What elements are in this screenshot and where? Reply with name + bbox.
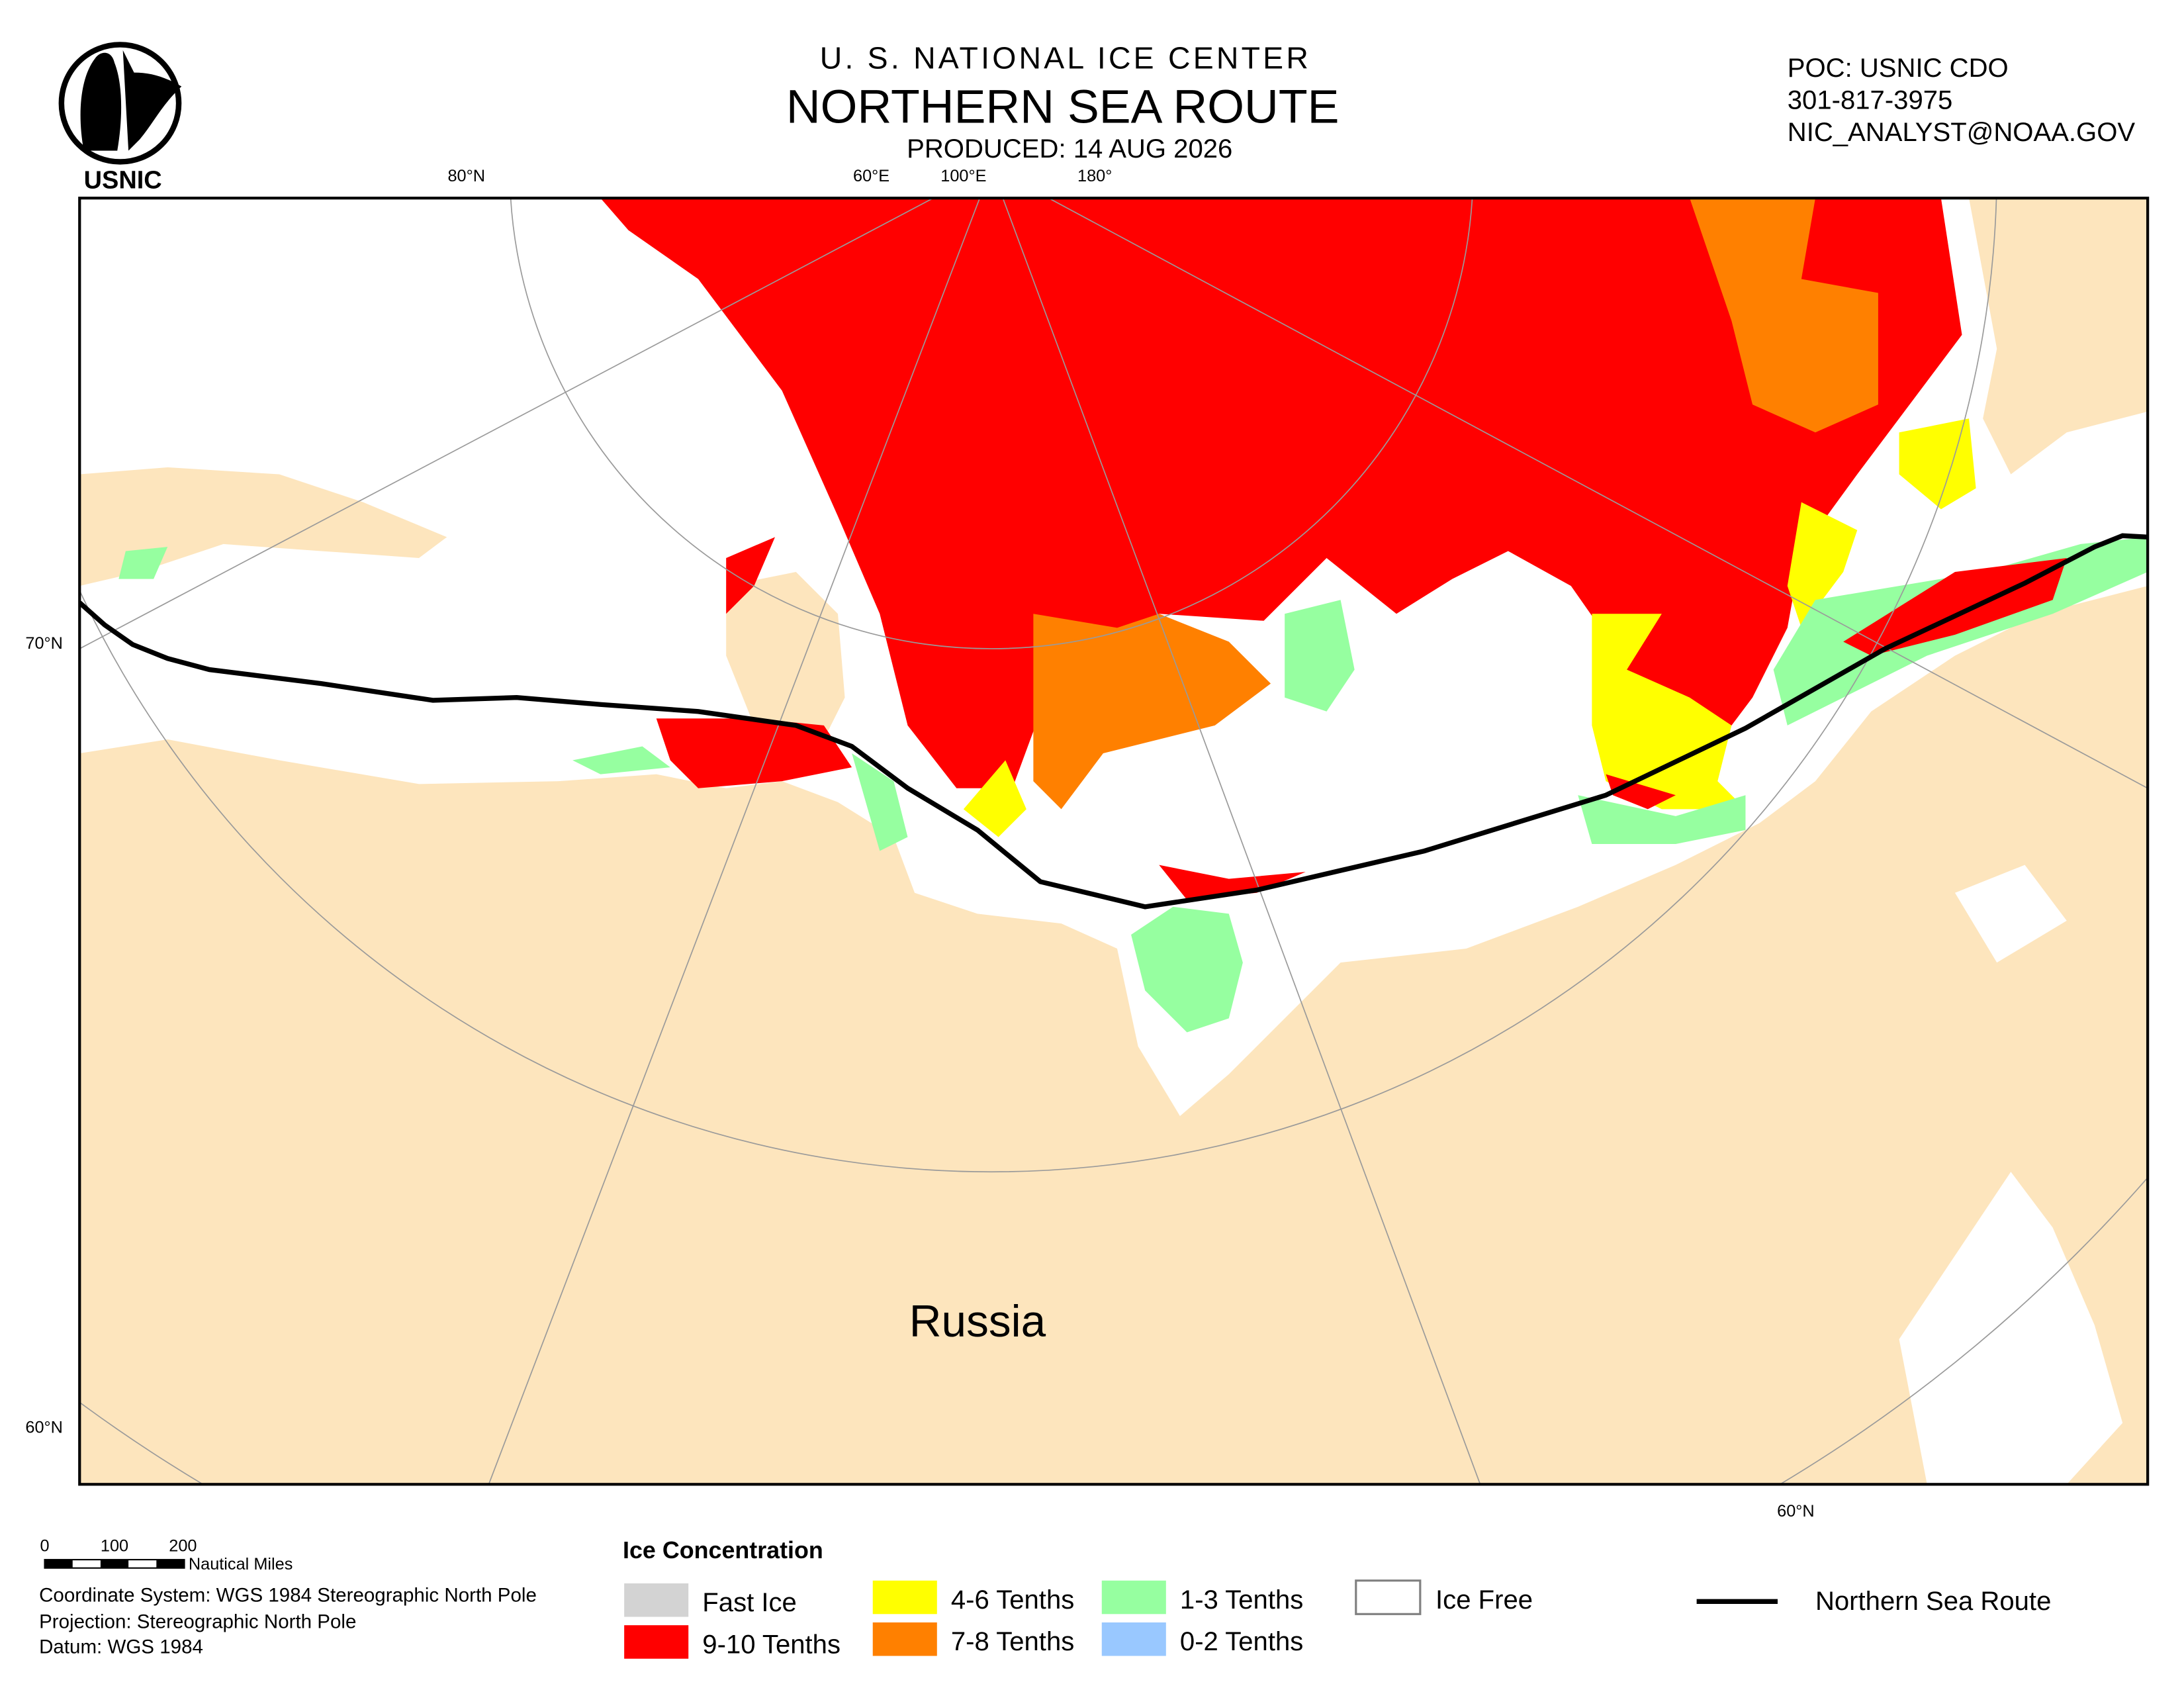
graticule-label: 180°: [1077, 167, 1112, 185]
title: NORTHERN SEA ROUTE: [786, 80, 1340, 133]
legend-title: Ice Concentration: [623, 1537, 823, 1564]
ice-1-3: [118, 547, 1355, 1033]
land: [726, 572, 845, 754]
poc: POC: USNIC CDO: [1788, 54, 2009, 83]
land: [1969, 198, 2148, 475]
legend-label: 1-3 Tenths: [1180, 1585, 1303, 1615]
graticule-label: 70°N: [25, 634, 63, 653]
legend-swatch: [872, 1622, 937, 1656]
graticule-label: 60°N: [1777, 1502, 1815, 1521]
email: NIC_ANALYST@NOAA.GOV: [1788, 118, 2136, 147]
land: [79, 467, 447, 586]
lake: [1899, 1172, 2123, 1485]
scale-tick: 200: [169, 1536, 197, 1555]
legend-label: 7-8 Tenths: [951, 1627, 1074, 1656]
legend-label: Northern Sea Route: [1815, 1587, 2051, 1616]
land: [79, 586, 2148, 1485]
legend-label: 9-10 Tenths: [702, 1630, 841, 1659]
scale-bar: 0 100 200 Nautical Miles: [40, 1536, 293, 1573]
ice-4-6: [1592, 614, 1746, 810]
legend-swatch: [1101, 1580, 1166, 1615]
legend-swatch: [624, 1583, 689, 1617]
produced: PRODUCED: 14 AUG 2026: [907, 134, 1232, 164]
graticule-label: 60°E: [853, 167, 889, 185]
scale-unit: Nautical Miles: [189, 1555, 293, 1573]
place-label: Russia: [909, 1297, 1046, 1346]
legend: Ice Concentration Fast Ice 9-10 Tenths 4…: [623, 1537, 2051, 1659]
logo-text: USNIC: [84, 167, 162, 195]
ice-7-8: [1690, 198, 1878, 433]
logo: USNIC: [58, 42, 182, 195]
scale-tick: 100: [101, 1536, 128, 1555]
agency: U. S. NATIONAL ICE CENTER: [820, 40, 1311, 75]
legend-label: Ice Free: [1435, 1585, 1533, 1615]
legend-label: 4-6 Tenths: [951, 1585, 1074, 1615]
legend-swatch: [872, 1580, 937, 1615]
graticule-label: 60°N: [25, 1418, 63, 1436]
northern-sea-route: [79, 533, 2148, 910]
scale-tick: 0: [40, 1536, 49, 1555]
legend-swatch: [624, 1625, 689, 1659]
phone: 301-817-3975: [1788, 85, 1953, 115]
graticule-label: 100°E: [940, 167, 986, 185]
legend-swatch: [1355, 1579, 1422, 1615]
legend-label: Fast Ice: [702, 1588, 797, 1617]
graticule-label: 80°N: [447, 167, 485, 185]
info-line: Coordinate System: WGS 1984 Stereographi…: [39, 1584, 537, 1606]
legend-swatch: [1101, 1622, 1166, 1656]
lake: [1954, 865, 2067, 963]
map-frame: [78, 197, 2150, 1486]
info-line: Projection: Stereographic North Pole: [39, 1611, 356, 1632]
info-line: Datum: WGS 1984: [39, 1636, 203, 1658]
legend-label: 0-2 Tenths: [1180, 1627, 1303, 1656]
ice-7-8: [1033, 614, 1271, 810]
